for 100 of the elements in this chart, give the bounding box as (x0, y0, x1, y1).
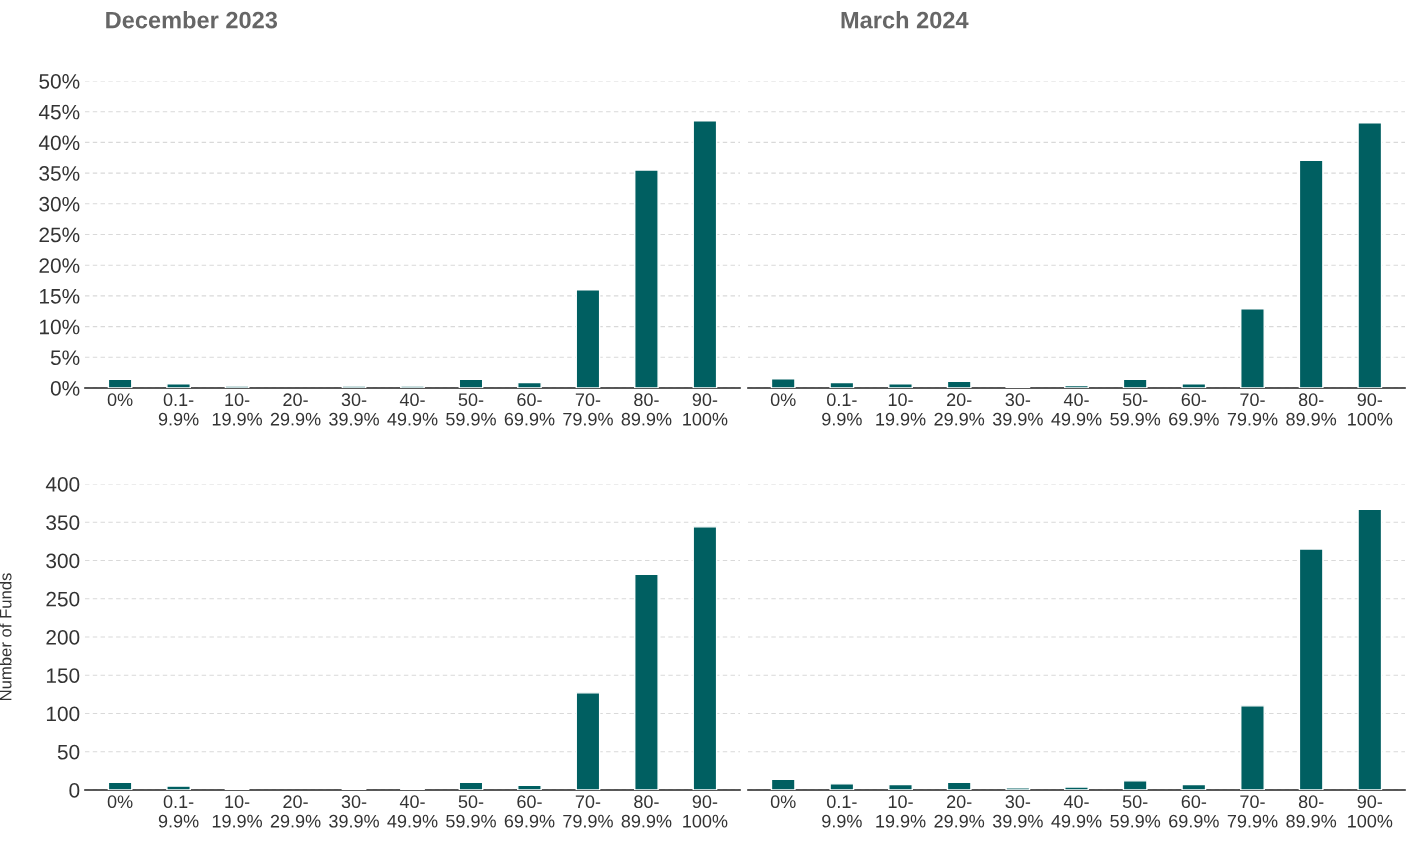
y-tick-label: 400 (45, 477, 80, 492)
bar (770, 378, 796, 388)
y-tick-label: 30% (39, 196, 80, 212)
y-tick-label: 5% (50, 350, 80, 366)
x-tick-label: 10- 19.9% (212, 393, 263, 426)
y-tick-label: 0 (69, 783, 80, 798)
y-tick-label: 0% (50, 381, 80, 396)
x-tick-label: 80- 89.9% (1286, 795, 1337, 828)
bar (458, 781, 484, 790)
x-tick-label: 0% (770, 795, 796, 809)
x-tick-label: 80- 89.9% (1286, 393, 1337, 426)
bar (575, 289, 601, 388)
bar (1357, 122, 1383, 388)
bar (634, 573, 659, 790)
x-tick-label: 40- 49.9% (387, 795, 438, 828)
bar (1122, 378, 1148, 388)
bar (1357, 508, 1383, 790)
bar (946, 781, 972, 790)
y-tick-label: 10% (40, 319, 80, 335)
bar (634, 169, 659, 388)
x-tick-label: 0% (770, 393, 796, 407)
x-tick-label: 60- 69.9% (1169, 795, 1219, 828)
x-tick-label: 70- 79.9% (563, 795, 613, 828)
x-tick-label: 0.1- 9.9% (158, 393, 199, 426)
x-tick-label: 50- 59.9% (1110, 795, 1161, 828)
x-tick-label: 50- 59.9% (1110, 393, 1161, 426)
x-tick-label: 10- 19.9% (212, 795, 263, 828)
x-tick-label: 20- 29.9% (934, 795, 985, 828)
y-tick-label: 350 (46, 515, 80, 530)
y-tick-label: 300 (46, 553, 80, 569)
bar (829, 381, 855, 388)
bar (517, 784, 542, 790)
x-tick-label: 0.1- 9.9% (822, 393, 862, 426)
x-tick-label: 0% (107, 795, 133, 809)
bar (692, 526, 718, 790)
bar (1298, 548, 1324, 790)
x-tick-label: 0.1- 9.9% (822, 795, 862, 828)
bar (1181, 383, 1207, 388)
bar (946, 380, 972, 388)
y-tick-label: 40% (38, 135, 80, 151)
y-tick-label: 150 (46, 668, 80, 683)
x-tick-label: 40- 49.9% (1051, 795, 1102, 828)
bar (770, 778, 796, 790)
x-tick-label: 20- 29.9% (934, 393, 985, 426)
y-tick-label: 15% (40, 288, 80, 304)
x-tick-label: 30- 39.9% (329, 393, 379, 426)
x-tick-label: 0% (107, 393, 133, 407)
x-tick-label: 80- 89.9% (621, 393, 672, 426)
x-tick-label: 30- 39.9% (329, 795, 379, 828)
bar (166, 785, 191, 790)
y-axis-title: Number of Funds (0, 573, 12, 701)
bar (575, 692, 601, 790)
y-tick-label: 25% (39, 227, 80, 243)
x-tick-label: 70- 79.9% (563, 393, 613, 426)
bar (1181, 783, 1207, 790)
bar (1298, 159, 1324, 388)
x-tick-label: 40- 49.9% (387, 393, 438, 426)
x-tick-label: 10- 19.9% (876, 393, 926, 426)
bar (1240, 705, 1265, 790)
y-tick-label: 35% (39, 166, 80, 181)
x-tick-label: 30- 39.9% (992, 393, 1043, 426)
chart-title: March 2024 (841, 11, 969, 29)
bar (888, 783, 913, 790)
x-tick-label: 50- 59.9% (446, 795, 496, 828)
y-tick-label: 200 (46, 630, 80, 645)
bar (107, 378, 133, 388)
x-tick-label: 90- 100% (1348, 795, 1393, 828)
x-tick-label: 20- 29.9% (270, 795, 321, 828)
y-tick-label: 50% (39, 74, 80, 89)
bar (1005, 787, 1031, 790)
x-tick-label: 90- 100% (683, 393, 728, 426)
x-tick-label: 70- 79.9% (1227, 393, 1278, 426)
bar (1240, 308, 1265, 388)
bar (692, 120, 718, 388)
bar (517, 381, 542, 388)
bar (829, 783, 855, 790)
bar (1064, 786, 1089, 790)
x-tick-label: 60- 69.9% (504, 795, 555, 828)
bar (107, 781, 133, 790)
y-tick-label: 50 (57, 744, 80, 760)
y-tick-label: 250 (46, 591, 80, 607)
x-tick-label: 80- 89.9% (621, 795, 672, 828)
x-tick-label: 70- 79.9% (1227, 795, 1278, 828)
x-tick-label: 30- 39.9% (992, 795, 1043, 828)
y-tick-label: 45% (38, 104, 80, 120)
x-tick-label: 0.1- 9.9% (158, 795, 199, 828)
x-tick-label: 60- 69.9% (504, 393, 555, 426)
bar (1122, 780, 1148, 790)
x-tick-label: 40- 49.9% (1051, 393, 1102, 426)
x-tick-label: 10- 19.9% (876, 795, 926, 828)
bar (888, 383, 913, 388)
x-tick-label: 50- 59.9% (446, 393, 496, 426)
y-tick-label: 100 (46, 706, 80, 722)
chart-title: December 2023 (106, 11, 278, 29)
bar (458, 378, 484, 388)
x-tick-label: 90- 100% (683, 795, 728, 828)
x-tick-label: 90- 100% (1348, 393, 1393, 426)
bar (1064, 384, 1089, 388)
y-tick-label: 20% (39, 258, 80, 273)
bar (166, 383, 191, 388)
